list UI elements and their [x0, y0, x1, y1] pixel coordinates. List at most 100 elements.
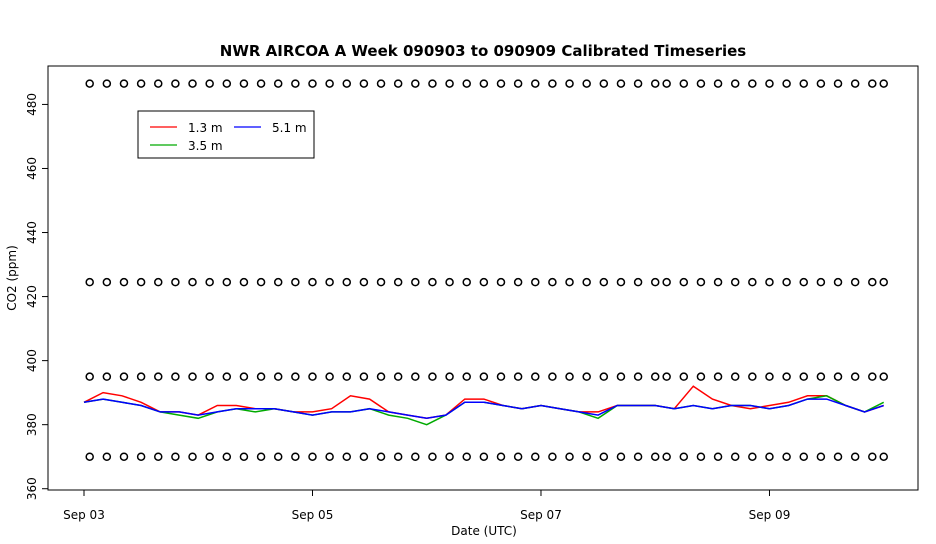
calibration-point	[188, 372, 197, 381]
calibration-point	[205, 452, 214, 461]
calibration-point	[599, 277, 609, 287]
calibration-point	[102, 452, 112, 461]
calibration-point	[833, 277, 843, 287]
calibration-point	[188, 277, 197, 287]
series-line	[83, 385, 884, 420]
plot-frame	[47, 65, 919, 491]
calibration-point	[650, 277, 660, 287]
calibration-point	[376, 277, 386, 287]
calibration-point	[85, 372, 94, 381]
calibration-point	[582, 79, 591, 88]
calibration-point	[748, 372, 757, 381]
calibration-point	[479, 277, 489, 287]
calibration-point	[513, 372, 523, 381]
calibration-point	[273, 79, 283, 88]
calibration-point	[153, 79, 163, 88]
calibration-point	[879, 277, 888, 287]
calibration-point	[342, 277, 352, 287]
calibration-point	[633, 372, 643, 381]
calibration-point	[868, 79, 877, 88]
calibration-point	[119, 277, 129, 287]
calibration-point	[393, 79, 403, 88]
calibration-point	[799, 372, 809, 381]
calibration-point	[428, 79, 437, 88]
y-tick-label: 420	[25, 285, 39, 308]
calibration-point	[393, 277, 403, 287]
calibration-point	[833, 79, 843, 88]
calibration-point	[222, 372, 232, 381]
calibration-point	[748, 277, 757, 287]
calibration-point	[325, 452, 334, 461]
y-tick-label: 440	[25, 221, 39, 244]
calibration-point	[359, 277, 369, 287]
calibration-point	[696, 277, 706, 287]
calibration-point	[765, 452, 774, 461]
calibration-point	[445, 452, 454, 461]
calibration-point	[696, 452, 706, 461]
calibration-point	[462, 372, 471, 381]
calibration-point	[662, 79, 671, 88]
calibration-point	[479, 372, 489, 381]
calibration-point	[462, 452, 471, 461]
calibration-point	[119, 452, 129, 461]
calibration-point	[291, 277, 300, 287]
calibration-point	[713, 452, 723, 461]
calibration-point	[171, 372, 180, 381]
calibration-point	[713, 372, 723, 381]
calibration-point	[256, 277, 266, 287]
calibration-point	[616, 372, 626, 381]
calibration-point	[650, 372, 660, 381]
calibration-point	[799, 79, 809, 88]
calibration-point	[411, 277, 420, 287]
calibration-point	[273, 452, 283, 461]
x-tick-label: Sep 09	[749, 508, 791, 522]
calibration-point	[428, 452, 437, 461]
calibration-point	[531, 277, 540, 287]
calibration-point	[713, 79, 723, 88]
calibration-point	[119, 372, 129, 381]
calibration-point	[325, 372, 334, 381]
calibration-point	[799, 277, 809, 287]
calibration-point	[531, 79, 540, 88]
calibration-point	[462, 277, 471, 287]
calibration-point	[85, 277, 94, 287]
calibration-point	[850, 372, 860, 381]
calibration-point	[342, 452, 352, 461]
calibration-point	[462, 79, 471, 88]
calibration-point	[633, 452, 643, 461]
calibration-point	[633, 277, 643, 287]
calibration-point	[188, 79, 197, 88]
calibration-point	[879, 79, 888, 88]
calibration-point	[765, 372, 774, 381]
calibration-point	[496, 277, 506, 287]
calibration-point	[411, 372, 420, 381]
calibration-point	[153, 452, 163, 461]
calibration-point	[616, 79, 626, 88]
calibration-point	[136, 372, 146, 381]
calibration-point	[765, 79, 774, 88]
legend-label: 3.5 m	[188, 139, 223, 153]
calibration-point	[548, 277, 557, 287]
calibration-point	[696, 79, 706, 88]
x-tick-label: Sep 05	[292, 508, 334, 522]
calibration-point	[239, 452, 249, 461]
calibration-point	[342, 372, 352, 381]
calibration-point	[273, 277, 283, 287]
chart-title: NWR AIRCOA A Week 090903 to 090909 Calib…	[220, 42, 747, 60]
calibration-point	[833, 452, 843, 461]
calibration-point	[119, 79, 129, 88]
calibration-point	[445, 277, 454, 287]
calibration-point	[548, 452, 557, 461]
calibration-point	[85, 452, 94, 461]
calibration-point	[479, 79, 489, 88]
calibration-point	[868, 452, 877, 461]
calibration-point	[308, 79, 317, 88]
y-tick-label: 400	[25, 349, 39, 372]
y-tick-label: 380	[25, 413, 39, 436]
calibration-point	[308, 372, 317, 381]
calibration-point	[171, 79, 180, 88]
y-tick-label: 460	[25, 157, 39, 180]
calibration-point	[616, 452, 626, 461]
calibration-point	[662, 452, 671, 461]
